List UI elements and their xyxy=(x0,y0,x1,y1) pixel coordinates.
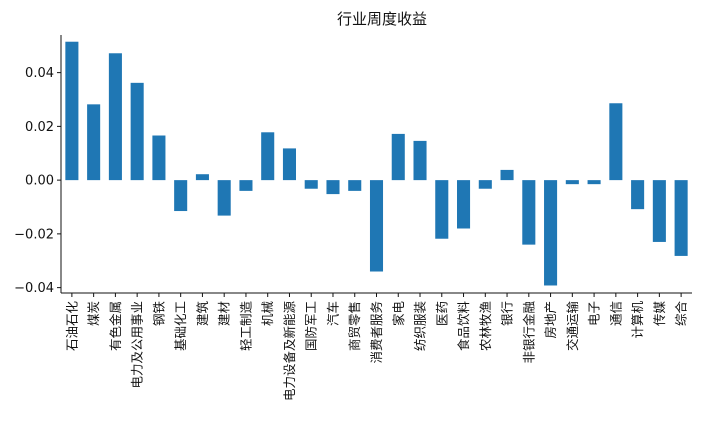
x-tick-label: 轻工制造 xyxy=(238,301,253,352)
x-tick-label: 石油石化 xyxy=(64,301,79,352)
bar-7 xyxy=(195,174,209,181)
x-tick-label: 消费者服务 xyxy=(369,301,384,364)
x-tick-label: 电力设备及新能源 xyxy=(282,301,297,402)
x-tick-label: 基础化工 xyxy=(173,301,188,351)
y-tick-label: 0.00 xyxy=(25,174,54,189)
bar-1 xyxy=(65,41,79,181)
bar-5 xyxy=(152,135,166,181)
bar-18 xyxy=(435,180,449,239)
x-tick-label: 家电 xyxy=(391,301,406,327)
chart-title: 行业周度收益 xyxy=(337,10,427,28)
bar-8 xyxy=(217,180,231,216)
x-tick-label: 传媒 xyxy=(652,301,667,327)
x-tick-label: 建材 xyxy=(217,301,232,326)
y-tick-label: −0.02 xyxy=(14,227,54,242)
bar-12 xyxy=(304,180,318,189)
bar-16 xyxy=(391,133,405,181)
bar-17 xyxy=(413,140,427,181)
x-tick-label: 商贸零售 xyxy=(347,301,362,351)
x-tick-label: 电子 xyxy=(587,301,602,326)
bar-9 xyxy=(239,180,253,191)
y-tick-label: −0.04 xyxy=(14,281,54,296)
x-tick-label: 煤炭 xyxy=(86,301,101,326)
bar-2 xyxy=(87,104,101,181)
bar-21 xyxy=(500,169,514,181)
x-tick-label: 钢铁 xyxy=(151,301,166,327)
bar-26 xyxy=(609,103,623,181)
bar-29 xyxy=(674,180,688,256)
x-tick-label: 非银行金融 xyxy=(521,301,536,364)
bar-28 xyxy=(652,180,666,242)
y-axis: −0.04 −0.02 0.00 0.02 0.04 xyxy=(14,35,62,296)
x-tick-label: 通信 xyxy=(608,301,623,326)
x-tick-label: 农林牧渔 xyxy=(478,301,493,351)
x-tick-label: 机械 xyxy=(260,301,275,327)
x-tick-label: 房地产 xyxy=(543,301,558,339)
bar-22 xyxy=(522,180,536,245)
x-tick-label: 银行 xyxy=(500,301,515,326)
bar-11 xyxy=(282,148,296,181)
bar-25 xyxy=(587,180,601,185)
x-tick-label: 国防军工 xyxy=(304,301,319,351)
bar-19 xyxy=(457,180,471,229)
bar-6 xyxy=(174,180,188,212)
x-tick-label: 有色金属 xyxy=(108,301,123,351)
bar-27 xyxy=(631,180,645,210)
bar-13 xyxy=(326,180,340,195)
x-axis: 石油石化 煤炭 有色金属 电力及公用事业 钢铁 基础化工 建筑 建材 轻工制造 机械 电力设备及新能… xyxy=(61,292,692,402)
x-tick-label: 综合 xyxy=(674,301,689,327)
x-tick-label: 汽车 xyxy=(325,301,340,326)
bar-4 xyxy=(130,82,144,181)
bars-group xyxy=(65,41,688,286)
bar-20 xyxy=(478,180,492,189)
bar-24 xyxy=(565,180,579,185)
x-tick-label: 食品饮料 xyxy=(456,301,471,352)
bar-15 xyxy=(369,180,384,272)
x-tick-label: 交通运输 xyxy=(565,301,580,352)
bar-3 xyxy=(108,53,122,181)
y-tick-label: 0.02 xyxy=(25,120,54,135)
x-tick-label: 建筑 xyxy=(195,301,210,327)
bar-14 xyxy=(348,180,362,191)
bar-23 xyxy=(544,180,558,286)
y-tick-label: 0.04 xyxy=(25,66,54,81)
bar-10 xyxy=(261,132,275,181)
x-tick-label: 计算机 xyxy=(630,301,645,339)
x-tick-label: 医药 xyxy=(434,301,449,326)
x-tick-label: 电力及公用事业 xyxy=(130,301,145,389)
x-tick-label: 纺织服装 xyxy=(413,301,428,351)
